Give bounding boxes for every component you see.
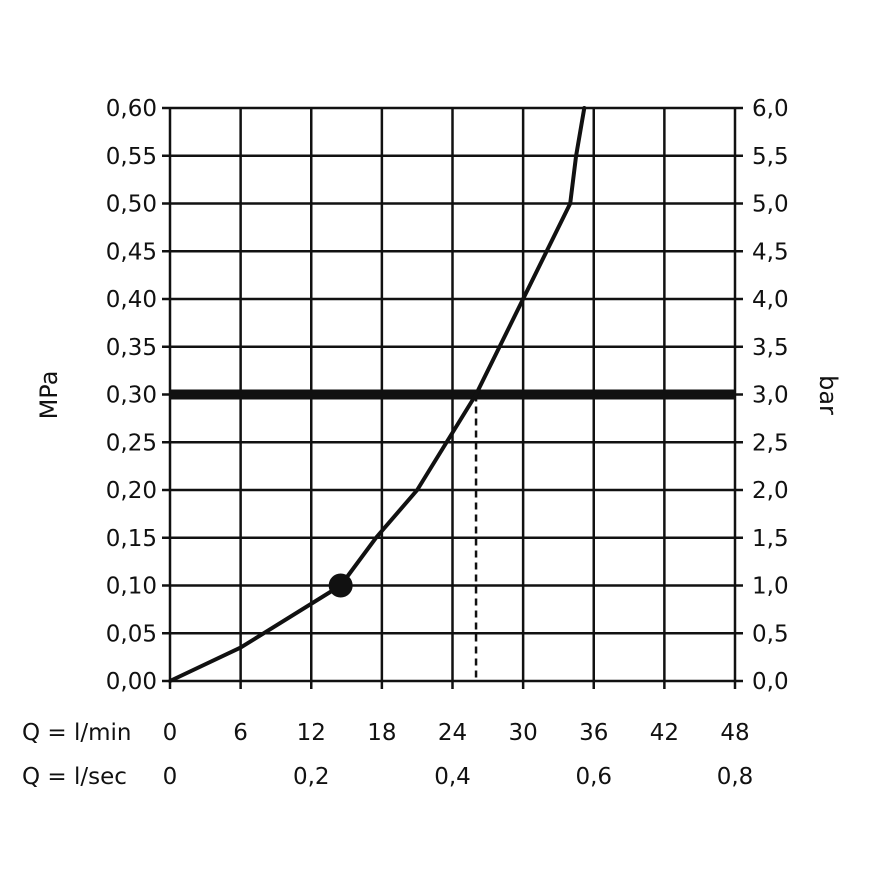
left-axis-title: MPa [35, 371, 63, 420]
x-secondary-tick-label: 0,8 [717, 764, 754, 790]
right-tick-label: 4,0 [752, 287, 789, 313]
x-primary-tick-labels: 0 6 12 18 24 30 36 42 48 [163, 720, 750, 746]
marker-point [328, 573, 353, 598]
left-tick-label: 0,10 [106, 574, 157, 600]
x-primary-tick-label: 48 [720, 720, 749, 746]
right-tick-label: 0,5 [752, 621, 789, 647]
right-tick-label: 0,0 [752, 669, 789, 695]
left-tick-label: 0,60 [106, 96, 157, 122]
left-tick-label: 0,35 [106, 335, 157, 361]
right-tick-label: 1,0 [752, 574, 789, 600]
x-secondary-axis-label: Q = l/sec [22, 764, 127, 790]
x-primary-tick-label: 30 [508, 720, 537, 746]
right-tick-label: 3,0 [752, 383, 789, 409]
left-tick-label: 0,40 [106, 287, 157, 313]
right-tick-label: 6,0 [752, 96, 789, 122]
x-secondary-tick-label: 0,2 [293, 764, 330, 790]
x-secondary-tick-label: 0 [163, 764, 178, 790]
left-tick-label: 0,15 [106, 526, 157, 552]
x-primary-tick-label: 36 [579, 720, 608, 746]
x-primary-tick-label: 18 [367, 720, 396, 746]
left-tick-label: 0,45 [106, 239, 157, 265]
left-tick-label: 0,00 [106, 669, 157, 695]
marker-group [328, 573, 353, 598]
right-tick-label: 4,5 [752, 239, 789, 265]
left-tick-label: 0,30 [106, 383, 157, 409]
x-primary-tick-label: 24 [438, 720, 467, 746]
x-primary-tick-label: 6 [233, 720, 248, 746]
x-primary-tick-label: 42 [650, 720, 679, 746]
left-tick-labels: 0,00 0,05 0,10 0,15 0,20 0,25 0,30 0,35 0,40 0,45… [106, 96, 157, 695]
x-primary-tick-label: 0 [163, 720, 178, 746]
right-tick-label: 2,0 [752, 478, 789, 504]
right-tick-label: 2,5 [752, 430, 789, 456]
x-primary-tick-label: 12 [297, 720, 326, 746]
x-secondary-tick-label: 0,6 [575, 764, 612, 790]
left-tick-label: 0,05 [106, 621, 157, 647]
right-tick-label: 5,5 [752, 144, 789, 170]
x-primary-axis-label: Q = l/min [22, 720, 132, 746]
x-secondary-tick-label: 0,4 [434, 764, 471, 790]
right-tick-label: 1,5 [752, 526, 789, 552]
right-tick-label: 5,0 [752, 192, 789, 218]
series-group [168, 106, 587, 683]
left-tick-label: 0,50 [106, 192, 157, 218]
series-line [168, 106, 587, 683]
x-secondary-tick-labels: 0 0,2 0,4 0,6 0,8 [163, 764, 754, 790]
left-tick-label: 0,20 [106, 478, 157, 504]
left-tick-label: 0,55 [106, 144, 157, 170]
right-axis-title: bar [814, 375, 842, 415]
left-tick-label: 0,25 [106, 430, 157, 456]
right-tick-labels: 0,0 0,5 1,0 1,5 2,0 2,5 3,0 3,5 4,0 4,5 5,0 5,5 6,0 [752, 96, 789, 695]
right-tick-label: 3,5 [752, 335, 789, 361]
